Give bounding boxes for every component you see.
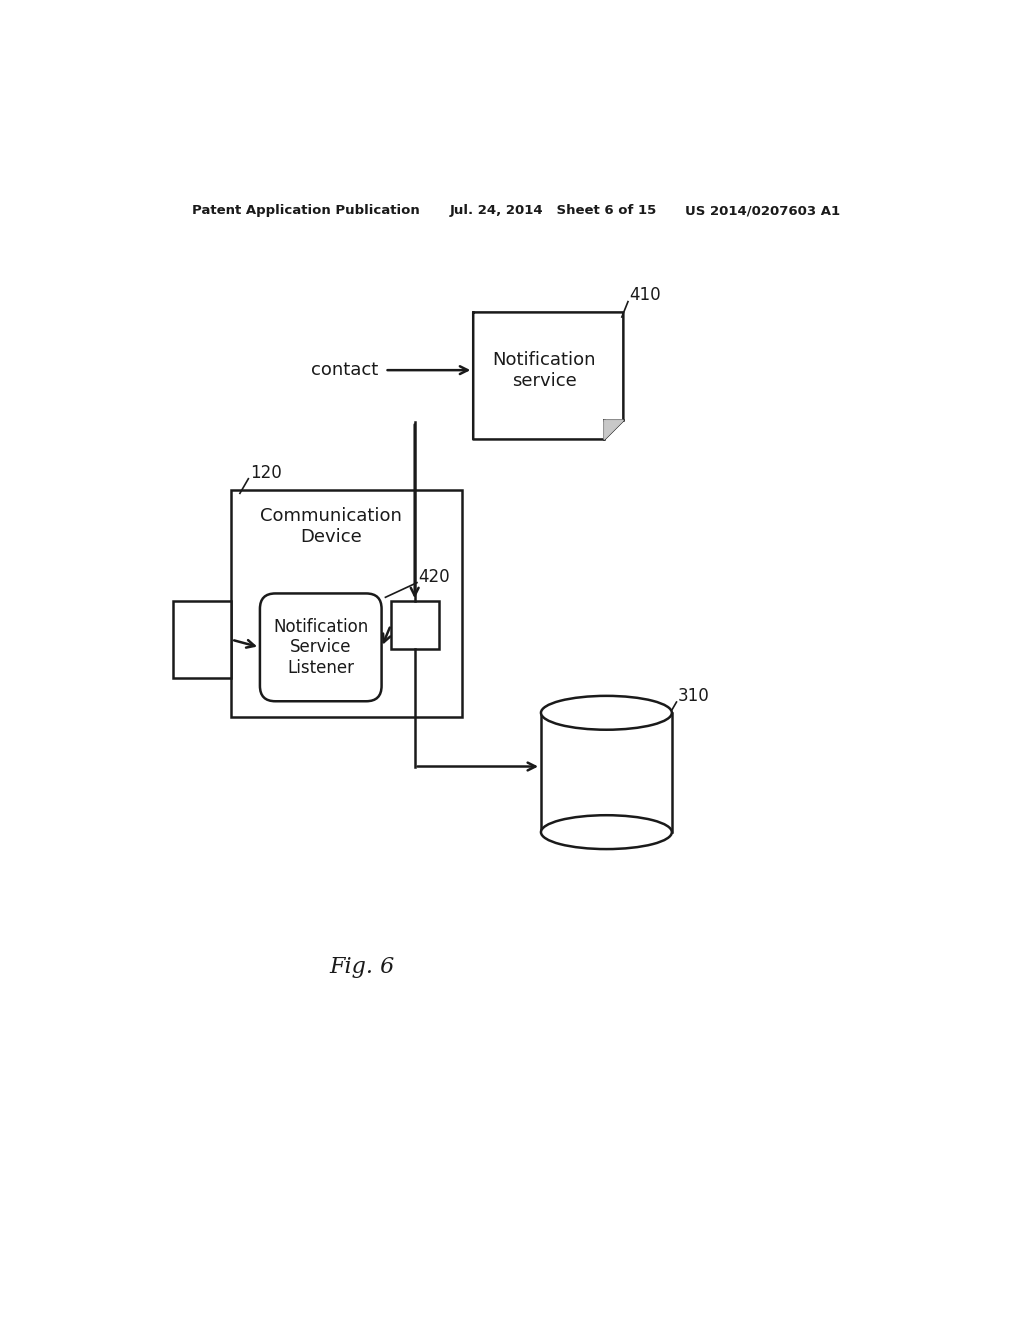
Text: Digital
Content
storage: Digital Content storage (570, 750, 642, 810)
Text: 410: 410 (630, 286, 662, 305)
Text: 120: 120 (250, 463, 282, 482)
Bar (391, 601, 438, 649)
Text: Fig. 6: Fig. 6 (329, 956, 394, 978)
Text: Notification
service: Notification service (493, 351, 596, 389)
Bar (173, 601, 231, 678)
Text: US 2014/0207603 A1: US 2014/0207603 A1 (685, 205, 840, 218)
Bar (230, 490, 462, 717)
Text: Patent Application Publication: Patent Application Publication (193, 205, 420, 218)
Text: 420: 420 (419, 568, 451, 586)
Text: Jul. 24, 2014   Sheet 6 of 15: Jul. 24, 2014 Sheet 6 of 15 (451, 205, 657, 218)
Text: contact: contact (311, 362, 379, 379)
FancyBboxPatch shape (260, 594, 382, 701)
Text: Communication
Device: Communication Device (260, 507, 401, 546)
Ellipse shape (541, 816, 672, 849)
Text: Notification
Service
Listener: Notification Service Listener (273, 618, 369, 677)
Ellipse shape (541, 696, 672, 730)
Polygon shape (604, 420, 624, 440)
Text: 310: 310 (678, 686, 710, 705)
Bar (541, 713, 672, 832)
